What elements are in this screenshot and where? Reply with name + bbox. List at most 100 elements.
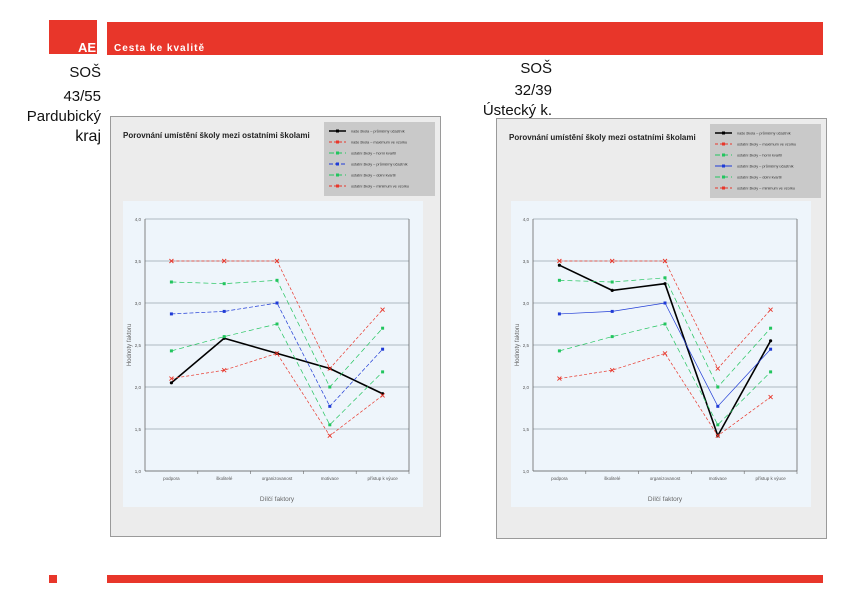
- y-tick-label: 2,0: [135, 385, 142, 390]
- legend-marker: [336, 151, 339, 155]
- x-tick-label: podpora: [551, 476, 568, 481]
- data-point: [662, 258, 668, 264]
- data-point: [662, 351, 668, 356]
- y-axis-label: Hodnoty faktoru: [127, 324, 133, 366]
- x-tick-label: motivace: [321, 476, 340, 481]
- legend-marker: [336, 129, 339, 133]
- left-school-type: SOŠ: [69, 64, 101, 81]
- y-axis-label: Hodnoty faktoru: [515, 324, 521, 366]
- footer-bar: [107, 575, 823, 583]
- y-tick-label: 4,0: [135, 217, 142, 222]
- legend-right: naše škola – průměrný účastník ostatní šk…: [710, 124, 821, 198]
- data-point: [610, 280, 614, 284]
- data-point: [609, 367, 615, 373]
- data-point: [769, 339, 773, 343]
- legend-marker: [722, 142, 725, 146]
- series-line-avg: [171, 302, 383, 407]
- data-point: [169, 376, 174, 381]
- legend-svg-right: naše škola – průměrný účastník ostatní šk…: [715, 131, 796, 191]
- data-point: [274, 351, 280, 356]
- legend-label: ostatní školy – minimum ve vzorku: [737, 187, 795, 191]
- data-point: [610, 288, 614, 292]
- x-axis-label: Dílčí faktory: [648, 496, 683, 503]
- right-school-rank: 32/39: [514, 82, 552, 99]
- y-tick-label: 2,5: [523, 343, 530, 348]
- data-point: [381, 347, 385, 351]
- legend-label: naše škola – průměrný účastník: [737, 132, 791, 136]
- data-point: [221, 258, 227, 264]
- data-point: [275, 301, 279, 305]
- x-tick-label: školitelé: [216, 476, 233, 481]
- data-point: [609, 258, 615, 264]
- data-point: [169, 381, 173, 385]
- data-point: [222, 335, 226, 339]
- series-line-min: [171, 352, 383, 437]
- data-point: [275, 322, 279, 326]
- data-point: [663, 322, 667, 326]
- data-point: [557, 376, 562, 381]
- data-point: [328, 423, 332, 427]
- legend-marker: [336, 162, 339, 166]
- legend-marker: [336, 173, 339, 177]
- legend-label: ostatní školy – minimum ve vzorku: [351, 185, 409, 189]
- legend-label: ostatní školy – dolní kvartil: [737, 176, 782, 180]
- data-point: [169, 312, 173, 316]
- y-tick-label: 3,5: [135, 259, 142, 264]
- y-tick-label: 1,5: [135, 427, 142, 432]
- data-point: [557, 263, 561, 267]
- legend-label: ostatní školy – horní kvartil: [351, 152, 396, 156]
- data-point: [557, 258, 562, 264]
- y-tick-label: 1,0: [523, 469, 530, 474]
- chart-svg-left: 1,0 1,5 2,0 2,5 3,0 3,5 4,0 podpora školitelé org…: [123, 201, 423, 507]
- legend-marker: [722, 164, 725, 168]
- y-tick-label: 3,0: [135, 301, 142, 306]
- legend-marker: [722, 175, 725, 179]
- legend-label: ostatní školy – maximum ve vzorku: [737, 143, 796, 147]
- data-point: [274, 258, 280, 264]
- data-point: [557, 349, 561, 353]
- data-point: [169, 349, 173, 353]
- footer-square: [49, 575, 57, 583]
- data-point: [715, 433, 721, 439]
- data-point: [381, 326, 385, 330]
- data-point: [769, 347, 773, 351]
- data-point: [275, 278, 279, 282]
- y-tick-label: 1,0: [135, 469, 142, 474]
- legend-label: naše škola – maximum ve vzorku: [351, 141, 407, 145]
- y-tick-label: 1,5: [523, 427, 530, 432]
- tagline: Cesta ke kvalitě: [114, 43, 206, 54]
- x-axis-label: Dílčí faktory: [260, 496, 295, 503]
- data-point: [663, 301, 667, 305]
- data-point: [222, 309, 226, 313]
- series-line-min: [559, 352, 771, 437]
- data-point: [169, 258, 174, 264]
- left-school-region-2: kraj: [75, 128, 101, 145]
- x-tick-label: školitelé: [604, 476, 621, 481]
- legend-label: ostatní školy – horní kvartil: [737, 154, 782, 158]
- data-point: [327, 366, 333, 371]
- data-point: [328, 404, 332, 408]
- data-point: [769, 326, 773, 330]
- plot-background: [511, 201, 811, 507]
- chart-title-right: Porovnání umístění školy mezi ostatními …: [509, 133, 696, 142]
- data-point: [381, 370, 385, 374]
- data-point: [169, 280, 173, 284]
- data-point: [716, 423, 720, 427]
- x-tick-label: organizovanost: [650, 476, 681, 481]
- chart-panel-right: Porovnání umístění školy mezi ostatními …: [496, 118, 827, 539]
- data-point: [769, 370, 773, 374]
- legend-svg-left: naše škola – průměrný účastník naše škola…: [329, 129, 409, 189]
- chart-title-left: Porovnání umístění školy mezi ostatními …: [123, 131, 310, 140]
- data-point: [716, 385, 720, 389]
- plot-background: [123, 201, 423, 507]
- data-point: [768, 307, 773, 313]
- data-point: [610, 309, 614, 313]
- y-tick-label: 2,5: [135, 343, 142, 348]
- legend-label: ostatní školy – průměrný účastník: [737, 165, 794, 169]
- chart-svg-right: 1,0 1,5 2,0 2,5 3,0 3,5 4,0 podpora školitelé org…: [511, 201, 811, 507]
- data-point: [380, 307, 385, 313]
- x-tick-label: motivace: [709, 476, 728, 481]
- legend-marker: [336, 184, 339, 188]
- data-point: [610, 335, 614, 339]
- right-school-region: Ústecký k.: [482, 102, 552, 119]
